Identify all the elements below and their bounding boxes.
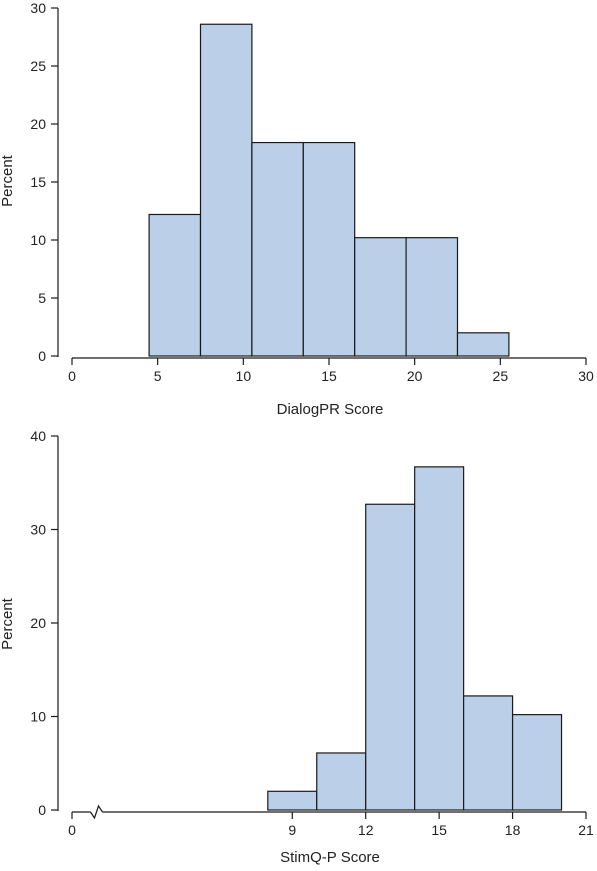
- chart2-y-tick-label-2: 20: [30, 615, 46, 631]
- chart2-bar-1: [316, 752, 367, 811]
- chart1-ylabel: Percent: [0, 154, 16, 207]
- dialogpr-histogram: Percent DialogPR Score 0 5 10 15 20 25 30 0 5 10 1…: [0, 0, 594, 418]
- chart1-x-tick-label-4: 20: [407, 368, 423, 384]
- chart2-bar-4: [463, 695, 514, 811]
- chart1-y-tick-label-1: 5: [38, 290, 46, 306]
- chart1-x-tick-label-1: 5: [154, 368, 162, 384]
- chart2-y-tick-label-1: 10: [30, 709, 46, 725]
- chart2-x-tick-label-3: 15: [431, 822, 447, 838]
- chart2-bar-5: [511, 714, 563, 811]
- chart2-axis-break-mark: [89, 804, 103, 820]
- chart2-bar-3: [414, 466, 465, 811]
- chart2-xlabel: StimQ-P Score: [280, 849, 380, 866]
- chart1-x-tick-label-2: 10: [236, 368, 252, 384]
- chart1-bar-3: [302, 141, 356, 357]
- chart2-x-tick-label-4: 18: [505, 822, 521, 838]
- chart1-x-tick-label-5: 25: [493, 368, 509, 384]
- chart1-x-tick-label-6: 30: [578, 368, 594, 384]
- chart1-y-tick-label-0: 0: [38, 348, 46, 364]
- chart2-x-tick-label-1: 9: [288, 822, 296, 838]
- chart2-y-tick-label-3: 30: [30, 522, 46, 538]
- chart2-x-tick-label-2: 12: [358, 822, 374, 838]
- chart1-bar-5: [405, 237, 459, 357]
- chart1-bar-2: [251, 141, 304, 357]
- chart1-bar-4: [354, 237, 407, 357]
- chart1-x-tick-label-3: 15: [321, 368, 337, 384]
- chart1-x-tick-label-0: 0: [68, 368, 76, 384]
- chart2-y-tick-label-0: 0: [38, 802, 46, 818]
- chart2-bar-0: [267, 790, 318, 811]
- chart1-bar-1: [199, 23, 253, 357]
- chart2-x-tick-label-5: 21: [578, 822, 594, 838]
- chart2-y-tick-label-4: 40: [30, 428, 46, 444]
- chart1-y-tick-label-5: 25: [30, 58, 46, 74]
- chart2-ylabel: Percent: [0, 597, 16, 650]
- stimqp-histogram: Percent StimQ-P Score 0 10 20 30 40 0 9 12 15 18 2…: [0, 428, 594, 866]
- chart1-bar-0: [148, 213, 202, 357]
- chart1-y-tick-label-2: 10: [30, 232, 46, 248]
- chart1-xlabel: DialogPR Score: [277, 401, 384, 418]
- chart1-y-tick-label-6: 30: [30, 0, 46, 16]
- chart2-bar-2: [365, 503, 416, 811]
- chart1-y-tick-label-4: 20: [30, 116, 46, 132]
- chart1-bar-6: [456, 332, 510, 357]
- chart1-y-tick-label-3: 15: [30, 174, 46, 190]
- chart2-x-tick-label-0: 0: [68, 822, 76, 838]
